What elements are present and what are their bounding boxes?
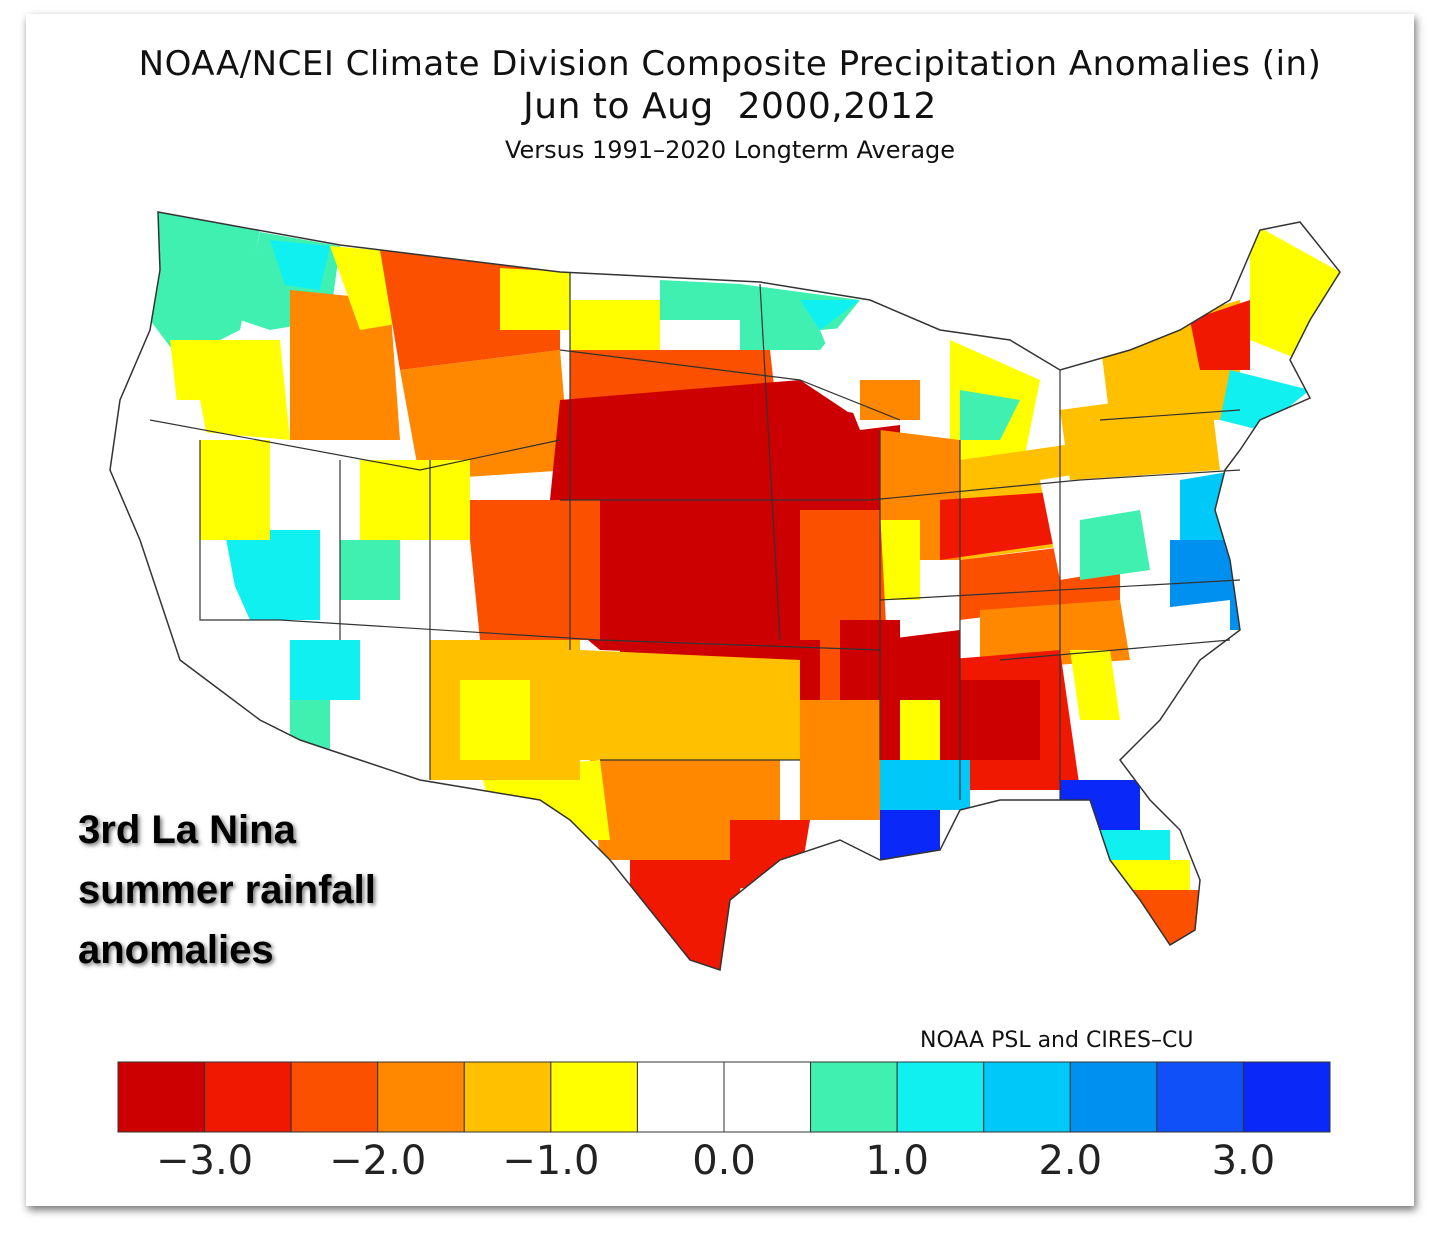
region-ms-yellow [900,700,940,760]
colorbar-tick-label: −2.0 [329,1138,427,1184]
region-georgia-yellow [1070,650,1120,720]
region-maine [1250,222,1340,360]
colorbar-swatch [463,1061,552,1133]
colorbar-tick-label: 0.0 [692,1138,756,1184]
colorbar-tick-label: 2.0 [1038,1138,1103,1184]
border-line [759,283,781,641]
region-minnesota-b [800,300,860,330]
region-montana-east [500,268,570,330]
colorbar-swatch [983,1061,1071,1133]
region-northwest-coast [150,212,260,360]
region-utah-green [340,540,400,600]
region-new-england [1220,370,1310,430]
colorbar-tick-label: 1.0 [865,1138,929,1184]
region-idaho-north [270,240,330,290]
colorbar-swatch [377,1061,465,1133]
region-california [110,400,260,720]
region-colorado [470,500,600,640]
annotation-text: 3rd La Nina summer rainfall anomalies [78,800,376,980]
border-line [199,440,280,621]
colorbar-tick-label: −1.0 [502,1138,600,1184]
colorbar-swatch [896,1061,985,1133]
region-michigan-b [960,390,1020,440]
colorbar-swatch [636,1061,725,1133]
colorbar-tick-label: 3.0 [1211,1138,1276,1184]
region-florida-north [1100,830,1170,860]
region-nm-yellow [460,680,530,760]
colorbar-swatch [550,1061,638,1133]
border-line [149,419,561,471]
colorbar-swatch [810,1061,898,1133]
title-line-3: Versus 1991–2020 Longterm Average [504,136,956,164]
region-nevada-b [210,530,320,620]
region-appalachia-b [1080,510,1150,580]
state-borders [149,272,1241,800]
region-north-dakota-b [660,280,740,320]
colorbar-tick-label: −3.0 [155,1138,254,1184]
title-line-1: NOAA/NCEI Climate Division Composite Pre… [138,44,1322,84]
region-gulf-coast [870,760,970,810]
region-florida-central [1110,860,1190,890]
region-texas-north [580,650,800,760]
region-ohio-red [940,490,1080,560]
colorbar-swatch [1069,1061,1158,1133]
border-line [560,469,1241,501]
border-line [1099,409,1241,421]
colorbar-swatch [1242,1061,1331,1133]
colorbar-swatch [117,1061,206,1133]
title-line-2: Jun to Aug 2000,2012 [523,86,937,127]
colorbar-swatch [1156,1061,1244,1133]
colorbar-swatch [204,1061,292,1133]
region-vermont-red [1190,300,1250,370]
region-nd-south [570,300,660,360]
region-utah-wyoming [360,460,470,540]
colorbar-swatch [290,1061,379,1133]
border-line [279,619,881,651]
region-alabama-dark [950,680,1040,760]
colorbar-swatch [723,1061,812,1133]
border-line [559,349,901,421]
annotation-line-1: 3rd La Nina [78,808,296,852]
region-arkansas-dark [840,620,900,720]
us-outline [109,211,1341,971]
region-louisiana [800,700,880,820]
border-line [999,639,1231,661]
credit-label: NOAA PSL and CIRES–CU [920,1028,1194,1053]
region-louisiana-coast [880,810,940,860]
annotation-line-2: summer rainfall [78,868,376,912]
region-nevada-yellow [200,440,270,540]
region-arizona-b [290,640,360,700]
annotation-line-3: anomalies [78,928,274,972]
